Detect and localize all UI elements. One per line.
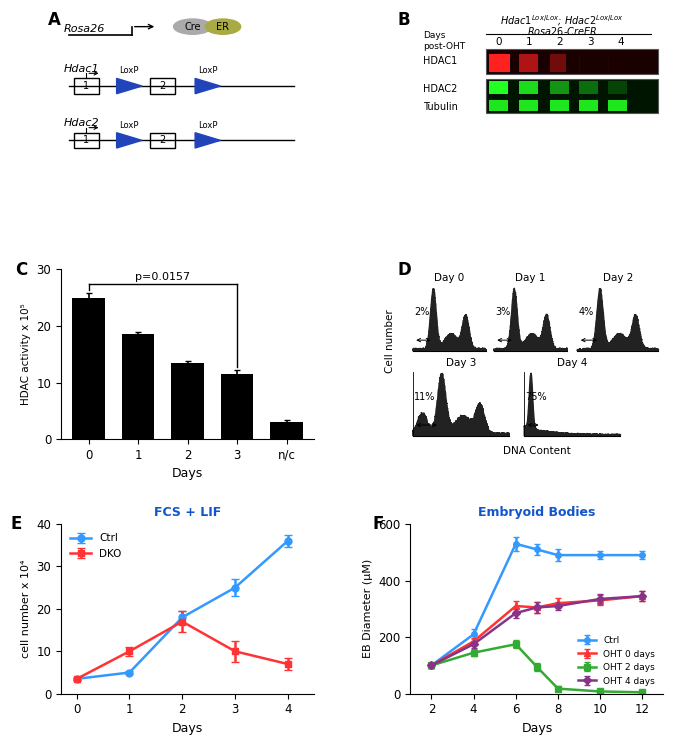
Text: 2: 2 — [159, 135, 165, 145]
Text: Day 2: Day 2 — [603, 273, 633, 283]
FancyBboxPatch shape — [486, 49, 659, 74]
Bar — [221, 374, 253, 439]
Polygon shape — [413, 288, 486, 351]
FancyBboxPatch shape — [550, 100, 569, 111]
Text: LoxP: LoxP — [198, 66, 217, 75]
Polygon shape — [577, 288, 659, 351]
Text: 4: 4 — [617, 37, 624, 47]
FancyBboxPatch shape — [519, 81, 538, 94]
Text: A: A — [48, 11, 61, 30]
Text: Cre: Cre — [184, 21, 201, 32]
Text: 3%: 3% — [495, 306, 510, 317]
Polygon shape — [116, 133, 142, 148]
Text: $Hdac1^{Lox/Lox}$; $Hdac2^{Lox/Lox}$: $Hdac1^{Lox/Lox}$; $Hdac2^{Lox/Lox}$ — [500, 13, 624, 28]
Text: 2%: 2% — [414, 306, 429, 317]
Text: Rosa26: Rosa26 — [64, 24, 105, 34]
X-axis label: Days: Days — [172, 467, 203, 480]
FancyBboxPatch shape — [489, 81, 508, 94]
FancyBboxPatch shape — [489, 54, 510, 72]
X-axis label: Days: Days — [521, 722, 552, 735]
Text: HDAC2: HDAC2 — [423, 83, 458, 94]
Text: Hdac2: Hdac2 — [64, 118, 99, 128]
Text: p=0.0157: p=0.0157 — [135, 272, 190, 282]
Text: E: E — [10, 515, 22, 534]
Ellipse shape — [205, 19, 241, 34]
Text: 1: 1 — [526, 37, 533, 47]
Text: 0: 0 — [496, 37, 502, 47]
FancyBboxPatch shape — [608, 81, 627, 94]
FancyBboxPatch shape — [74, 133, 99, 148]
Text: F: F — [372, 515, 384, 534]
Text: 2: 2 — [556, 37, 563, 47]
FancyBboxPatch shape — [519, 54, 538, 72]
FancyBboxPatch shape — [74, 78, 99, 94]
Text: Tubulin: Tubulin — [423, 103, 458, 112]
Text: Days
post-OHT: Days post-OHT — [423, 32, 465, 51]
FancyBboxPatch shape — [486, 79, 659, 113]
Text: 3: 3 — [587, 37, 593, 47]
Text: Day 3: Day 3 — [445, 358, 476, 368]
Polygon shape — [116, 78, 142, 94]
Text: 4%: 4% — [579, 306, 594, 317]
Bar — [122, 334, 154, 439]
Text: Day 1: Day 1 — [515, 273, 546, 283]
Text: Cell number: Cell number — [385, 308, 395, 373]
Bar — [270, 422, 303, 439]
Polygon shape — [195, 133, 221, 148]
Text: ER: ER — [217, 21, 230, 32]
Title: FCS + LIF: FCS + LIF — [154, 506, 221, 519]
Text: Hdac1: Hdac1 — [64, 64, 99, 74]
Y-axis label: cell number x 10⁴: cell number x 10⁴ — [21, 559, 30, 658]
Ellipse shape — [173, 19, 211, 34]
Polygon shape — [413, 373, 509, 435]
FancyBboxPatch shape — [579, 100, 598, 111]
Title: Embryoid Bodies: Embryoid Bodies — [478, 506, 596, 519]
Legend: Ctrl, DKO: Ctrl, DKO — [66, 529, 126, 563]
Bar — [171, 362, 204, 439]
X-axis label: Days: Days — [172, 722, 203, 735]
Text: Day 4: Day 4 — [557, 358, 588, 368]
Polygon shape — [195, 78, 221, 94]
Text: LoxP: LoxP — [198, 121, 217, 130]
Text: 1: 1 — [83, 81, 89, 91]
Y-axis label: EB Diameter (μM): EB Diameter (μM) — [363, 559, 373, 658]
Text: C: C — [16, 261, 28, 279]
Legend: Ctrl, OHT 0 days, OHT 2 days, OHT 4 days: Ctrl, OHT 0 days, OHT 2 days, OHT 4 days — [575, 632, 659, 689]
FancyBboxPatch shape — [519, 100, 538, 111]
FancyBboxPatch shape — [150, 78, 175, 94]
FancyBboxPatch shape — [579, 54, 580, 72]
Text: B: B — [397, 11, 410, 30]
Text: LoxP: LoxP — [120, 66, 139, 75]
FancyBboxPatch shape — [550, 81, 569, 94]
FancyBboxPatch shape — [550, 54, 566, 72]
Text: 1: 1 — [83, 135, 89, 145]
FancyBboxPatch shape — [579, 81, 598, 94]
Text: 75%: 75% — [525, 391, 547, 401]
Text: LoxP: LoxP — [120, 121, 139, 130]
Bar — [72, 297, 105, 439]
FancyBboxPatch shape — [489, 100, 508, 111]
Polygon shape — [494, 288, 567, 351]
Text: Day 0: Day 0 — [435, 273, 464, 283]
Text: DNA Content: DNA Content — [503, 446, 571, 456]
Polygon shape — [524, 373, 620, 435]
FancyBboxPatch shape — [150, 133, 175, 148]
Text: $Rosa26$-CreER: $Rosa26$-CreER — [527, 25, 598, 37]
Text: 2: 2 — [159, 81, 165, 91]
FancyBboxPatch shape — [608, 100, 627, 111]
Text: D: D — [397, 261, 412, 279]
Text: HDAC1: HDAC1 — [423, 56, 457, 66]
Y-axis label: HDAC activity x 10⁵: HDAC activity x 10⁵ — [21, 303, 30, 405]
Text: 11%: 11% — [414, 391, 435, 401]
